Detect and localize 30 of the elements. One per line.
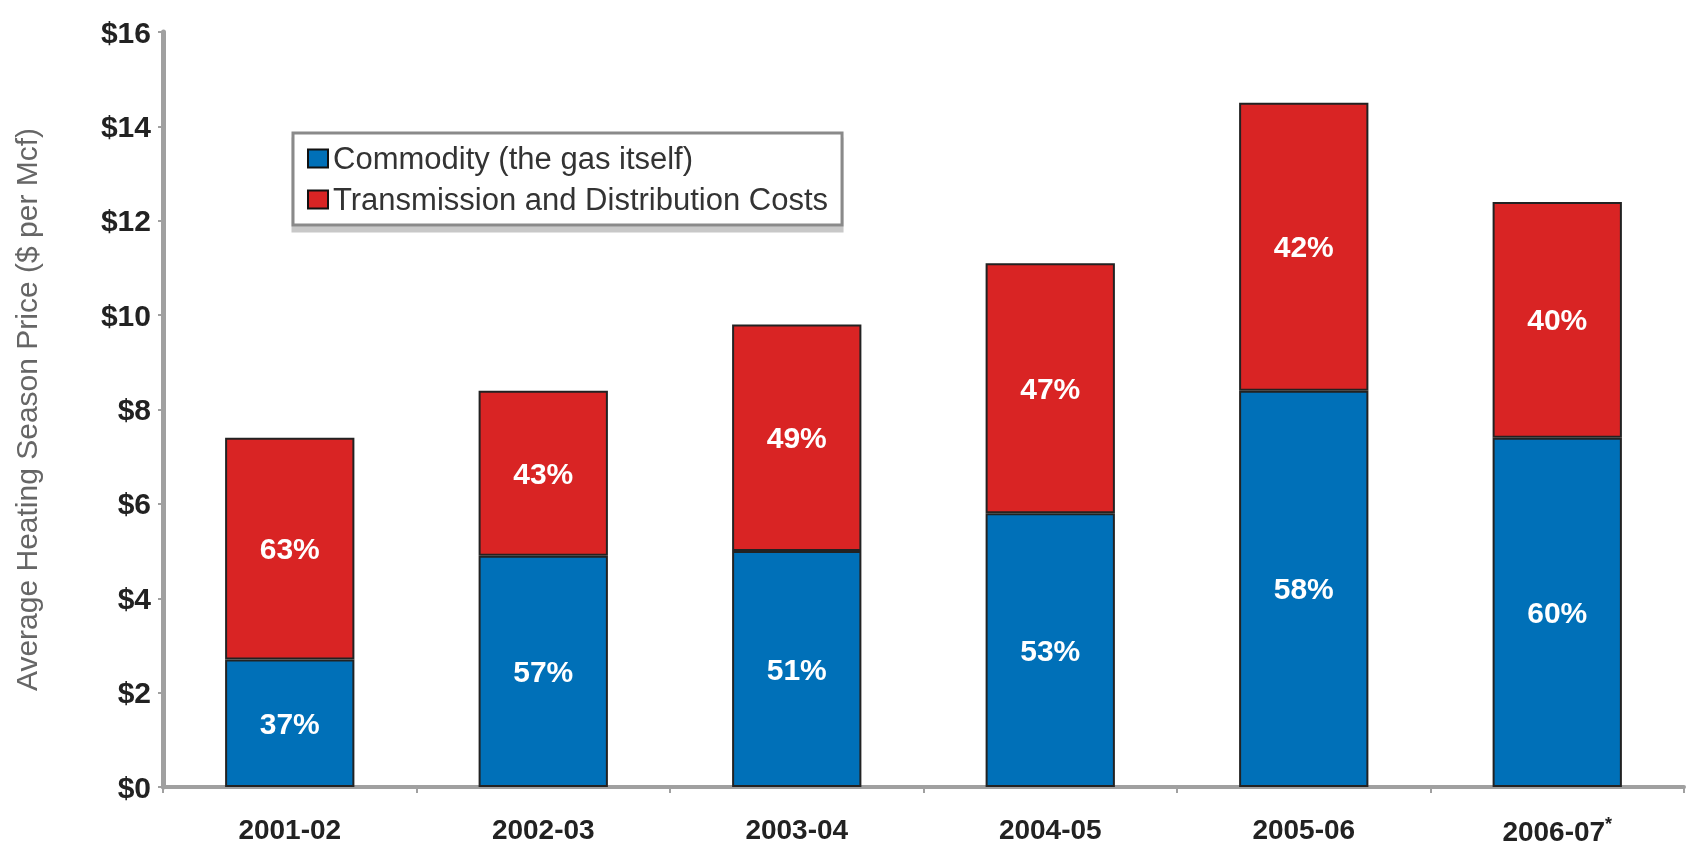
annotation: 51% bbox=[766, 652, 827, 686]
y-axis-title: Average Heating Season Price ($ per Mcf) bbox=[9, 127, 43, 692]
y-tick-label: $0 bbox=[117, 770, 151, 804]
y-tick-label: $16 bbox=[100, 15, 151, 49]
annotation: 57% bbox=[513, 654, 574, 688]
y-tick-label: $2 bbox=[117, 676, 151, 710]
x-tick-label: 2006-07* bbox=[1502, 814, 1613, 845]
annotation: 49% bbox=[766, 421, 827, 455]
annotation: 42% bbox=[1273, 230, 1334, 264]
x-tick-label: 2004-05 bbox=[998, 813, 1102, 845]
x-tick-label: 2003-04 bbox=[745, 813, 849, 845]
y-tick-label: $4 bbox=[117, 581, 152, 615]
y-tick-label: $10 bbox=[100, 298, 151, 332]
annotation: 40% bbox=[1527, 303, 1588, 337]
annotation: 58% bbox=[1273, 572, 1334, 606]
y-tick-label: $12 bbox=[100, 204, 151, 238]
y-tick-label: $8 bbox=[117, 393, 151, 426]
y-tick-label: $6 bbox=[117, 487, 151, 521]
legend-label: Transmission and Distribution Costs bbox=[333, 182, 829, 217]
annotation: 43% bbox=[513, 456, 574, 490]
x-tick-label: 2001-02 bbox=[238, 813, 342, 845]
annotation: 63% bbox=[259, 532, 320, 566]
annotation: 47% bbox=[1020, 371, 1081, 405]
x-tick-label: 2002-03 bbox=[491, 813, 595, 845]
legend-label: Commodity (the gas itself) bbox=[333, 141, 694, 176]
annotation: 53% bbox=[1020, 633, 1081, 667]
annotation: 60% bbox=[1527, 595, 1588, 629]
x-tick-label: 2005-06 bbox=[1252, 813, 1356, 845]
annotation: 37% bbox=[259, 706, 320, 740]
y-tick-label: $14 bbox=[100, 109, 152, 143]
